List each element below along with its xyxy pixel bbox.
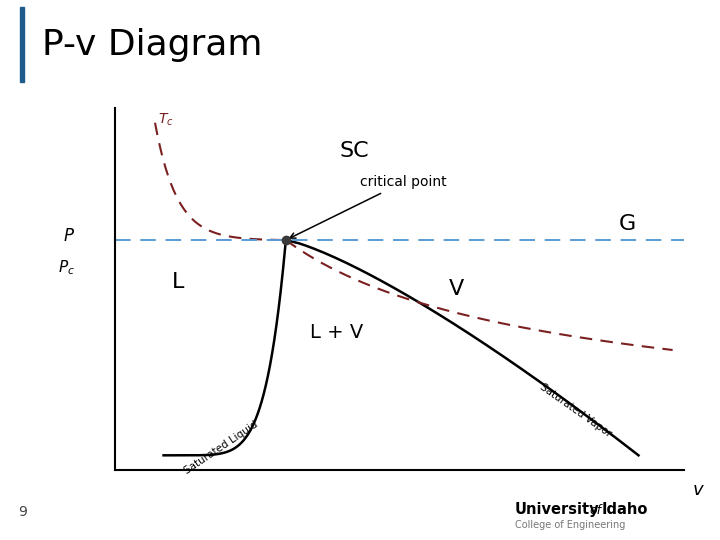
Bar (20, 7, 24, 82)
Text: L: L (171, 272, 184, 292)
Text: P-v Diagram: P-v Diagram (42, 28, 262, 62)
Text: v: v (693, 481, 703, 498)
Text: Saturated Liquid: Saturated Liquid (183, 419, 260, 476)
Text: 9: 9 (18, 505, 27, 519)
Text: V: V (449, 279, 464, 299)
Text: Idaho: Idaho (602, 502, 648, 517)
Text: $T_c$: $T_c$ (158, 112, 174, 129)
Text: $P$: $P$ (63, 227, 76, 246)
Text: critical point: critical point (290, 176, 446, 238)
Text: of: of (589, 504, 601, 517)
Text: Saturated Vapor: Saturated Vapor (538, 382, 613, 439)
Text: University: University (515, 502, 600, 517)
Text: SC: SC (339, 141, 369, 161)
Text: College of Engineering: College of Engineering (515, 520, 625, 530)
Text: L + V: L + V (310, 323, 364, 342)
Text: $P_c$: $P_c$ (58, 258, 76, 276)
Text: G: G (618, 214, 636, 234)
